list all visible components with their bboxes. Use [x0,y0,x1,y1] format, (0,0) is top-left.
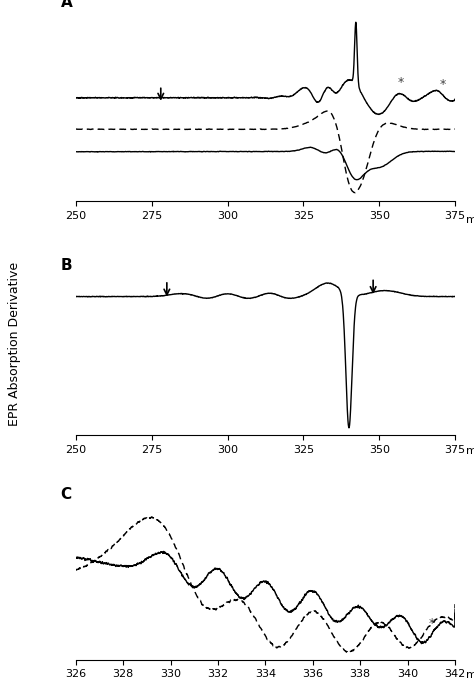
Text: *: * [440,78,446,91]
Text: EPR Absorption Derivative: EPR Absorption Derivative [8,262,21,425]
Text: A: A [61,0,73,10]
Text: *: * [428,618,435,631]
Text: m T: m T [466,446,474,456]
Text: m T: m T [466,215,474,225]
Text: *: * [397,76,403,89]
Text: C: C [61,487,72,502]
Text: m T: m T [466,670,474,679]
Text: B: B [61,258,73,273]
